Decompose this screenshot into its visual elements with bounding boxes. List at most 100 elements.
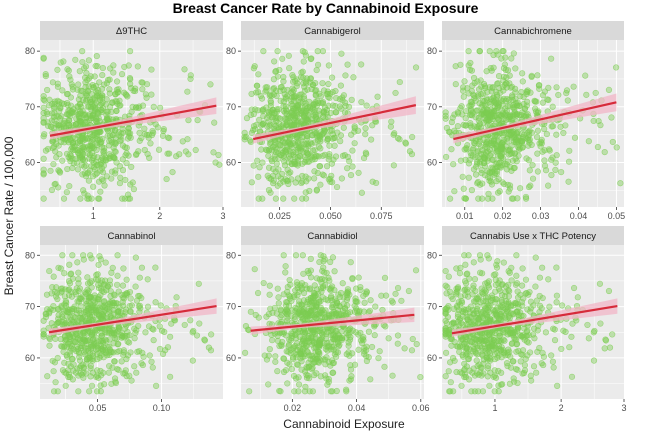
scatter-point xyxy=(541,162,549,169)
scatter-point xyxy=(80,187,87,194)
scatter-point xyxy=(288,313,295,320)
scatter-point xyxy=(467,303,474,310)
scatter-point xyxy=(554,382,561,389)
scatter-point xyxy=(156,345,164,353)
scatter-point xyxy=(40,331,47,338)
scatter-point xyxy=(477,299,484,306)
scatter-point xyxy=(44,145,52,153)
scatter-point xyxy=(46,342,53,349)
facet-strip xyxy=(40,21,223,40)
scatter-point xyxy=(367,297,374,304)
scatter-point xyxy=(479,180,486,187)
scatter-point xyxy=(489,296,496,303)
scatter-point xyxy=(534,168,542,175)
scatter-point xyxy=(302,339,309,347)
scatter-point xyxy=(314,48,321,55)
scatter-point xyxy=(120,347,127,354)
scatter-point xyxy=(307,356,314,363)
scatter-point xyxy=(442,153,450,161)
scatter-point xyxy=(486,177,493,184)
scatter-point xyxy=(59,252,66,259)
scatter-point xyxy=(532,283,539,290)
scatter-point xyxy=(148,91,155,98)
scatter-point xyxy=(476,48,483,55)
scatter-point xyxy=(355,274,362,281)
scatter-point xyxy=(492,160,499,167)
scatter-point xyxy=(109,264,116,271)
scatter-point xyxy=(59,343,66,350)
scatter-point xyxy=(515,311,522,319)
scatter-point xyxy=(84,76,91,84)
scatter-point xyxy=(97,161,104,168)
scatter-point xyxy=(207,81,214,88)
scatter-point xyxy=(312,312,319,319)
scatter-point xyxy=(78,161,85,168)
scatter-point xyxy=(265,381,272,388)
scatter-point xyxy=(314,169,321,177)
scatter-point xyxy=(472,114,479,121)
scatter-point xyxy=(301,95,308,102)
scatter-point xyxy=(304,364,311,372)
scatter-point xyxy=(179,138,186,145)
x-tick-label: 0.01 xyxy=(456,211,474,221)
scatter-point xyxy=(260,48,267,55)
scatter-point xyxy=(504,158,511,165)
scatter-point xyxy=(480,360,487,367)
scatter-point xyxy=(67,76,74,83)
scatter-point xyxy=(257,92,264,99)
scatter-point xyxy=(51,359,59,366)
scatter-point xyxy=(566,344,573,351)
scatter-point xyxy=(125,191,132,198)
scatter-point xyxy=(465,252,472,259)
scatter-point xyxy=(528,72,535,80)
scatter-point xyxy=(345,349,352,356)
scatter-point xyxy=(113,159,120,166)
scatter-point xyxy=(453,291,460,298)
scatter-point xyxy=(173,294,180,301)
scatter-point xyxy=(87,104,94,111)
x-tick-label: 0.05 xyxy=(608,211,626,221)
scatter-point xyxy=(390,162,397,169)
scatter-point xyxy=(536,344,543,352)
scatter-point xyxy=(160,126,167,133)
scatter-point xyxy=(468,388,475,395)
scatter-point xyxy=(505,268,512,275)
scatter-point xyxy=(502,66,509,74)
scatter-point xyxy=(274,285,281,292)
scatter-point xyxy=(358,98,365,106)
scatter-point xyxy=(558,169,565,176)
scatter-point xyxy=(282,367,290,374)
scatter-point xyxy=(464,350,471,357)
scatter-point xyxy=(362,149,369,156)
scatter-point xyxy=(144,276,151,283)
scatter-point xyxy=(482,84,489,92)
scatter-point xyxy=(522,276,530,283)
scatter-point xyxy=(320,253,327,260)
scatter-point xyxy=(454,123,461,130)
scatter-point xyxy=(340,124,347,131)
scatter-point xyxy=(465,174,472,181)
scatter-point xyxy=(591,327,598,335)
y-tick-label: 70 xyxy=(25,102,35,112)
scatter-point xyxy=(247,308,254,315)
scatter-point xyxy=(275,300,282,307)
scatter-point xyxy=(488,142,496,149)
scatter-point xyxy=(514,366,521,373)
scatter-point xyxy=(394,332,402,339)
scatter-point xyxy=(251,266,258,273)
scatter-point xyxy=(548,171,555,179)
scatter-point xyxy=(76,68,83,75)
scatter-point xyxy=(289,71,296,79)
scatter-point xyxy=(101,182,108,189)
scatter-point xyxy=(133,369,140,376)
scatter-point xyxy=(285,139,292,146)
scatter-point xyxy=(284,380,291,387)
scatter-point xyxy=(301,140,308,147)
scatter-point xyxy=(309,81,317,88)
scatter-point xyxy=(322,372,329,379)
scatter-point xyxy=(467,149,474,157)
scatter-point xyxy=(55,184,62,191)
scatter-point xyxy=(546,303,553,310)
scatter-point xyxy=(95,261,102,268)
scatter-point xyxy=(61,369,68,376)
